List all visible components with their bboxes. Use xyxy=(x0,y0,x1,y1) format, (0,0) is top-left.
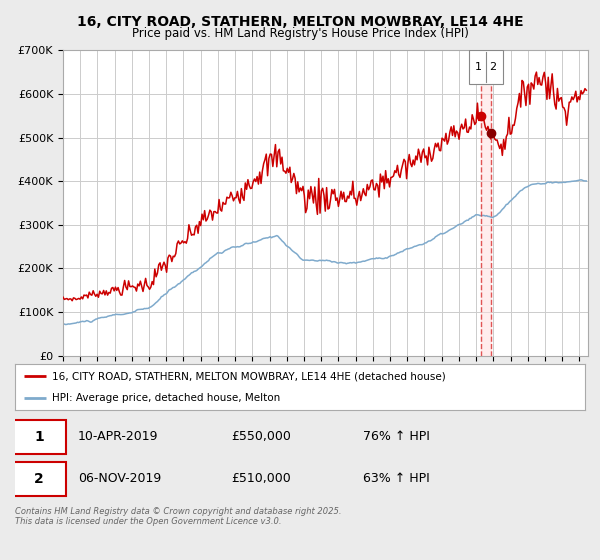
Text: 1: 1 xyxy=(34,430,44,444)
FancyBboxPatch shape xyxy=(12,420,66,454)
Text: 2: 2 xyxy=(34,472,44,486)
Text: £510,000: £510,000 xyxy=(232,472,292,486)
Text: 16, CITY ROAD, STATHERN, MELTON MOWBRAY, LE14 4HE: 16, CITY ROAD, STATHERN, MELTON MOWBRAY,… xyxy=(77,15,523,29)
Text: 06-NOV-2019: 06-NOV-2019 xyxy=(78,472,161,486)
Text: £550,000: £550,000 xyxy=(232,430,292,444)
Text: 16, CITY ROAD, STATHERN, MELTON MOWBRAY, LE14 4HE (detached house): 16, CITY ROAD, STATHERN, MELTON MOWBRAY,… xyxy=(52,371,446,381)
Text: 76% ↑ HPI: 76% ↑ HPI xyxy=(362,430,430,444)
Text: 2: 2 xyxy=(490,62,496,72)
Text: 10-APR-2019: 10-APR-2019 xyxy=(78,430,158,444)
FancyBboxPatch shape xyxy=(469,50,503,84)
Bar xyxy=(481,50,491,356)
Text: 63% ↑ HPI: 63% ↑ HPI xyxy=(362,472,430,486)
FancyBboxPatch shape xyxy=(12,462,66,496)
Text: Price paid vs. HM Land Registry's House Price Index (HPI): Price paid vs. HM Land Registry's House … xyxy=(131,27,469,40)
Text: 1: 1 xyxy=(475,62,482,72)
Text: Contains HM Land Registry data © Crown copyright and database right 2025.
This d: Contains HM Land Registry data © Crown c… xyxy=(15,507,341,526)
Text: HPI: Average price, detached house, Melton: HPI: Average price, detached house, Melt… xyxy=(52,393,280,403)
